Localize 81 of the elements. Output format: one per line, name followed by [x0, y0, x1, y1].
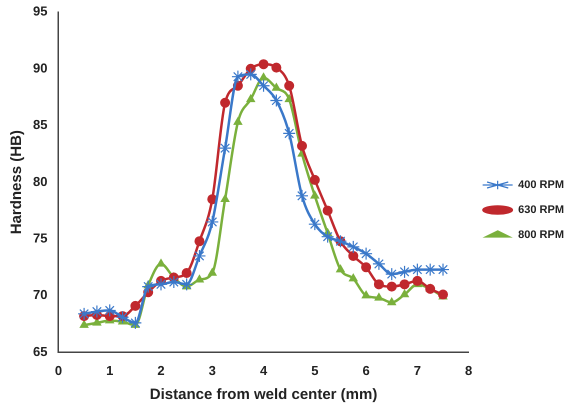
point	[220, 98, 230, 108]
point	[412, 276, 422, 286]
point	[180, 278, 194, 291]
point	[195, 274, 204, 283]
x-tick-label: 8	[465, 362, 472, 378]
point	[116, 310, 130, 324]
point	[80, 320, 88, 328]
point	[156, 258, 166, 267]
y-axis-title: Hardness (HB)	[8, 130, 26, 234]
point	[90, 304, 104, 318]
x-tick-label: 3	[208, 362, 216, 378]
point	[128, 316, 142, 330]
point	[256, 79, 270, 92]
point	[385, 268, 398, 281]
x-tick-label: 0	[54, 362, 62, 378]
point	[246, 94, 256, 102]
point	[182, 268, 192, 278]
x-tick-label: 2	[157, 362, 165, 378]
point	[258, 59, 269, 70]
point	[362, 290, 370, 298]
point	[218, 142, 232, 155]
point	[142, 280, 155, 294]
point	[400, 279, 410, 290]
y-tick-label: 80	[32, 174, 48, 189]
point	[322, 206, 333, 216]
point	[130, 300, 140, 311]
point	[346, 240, 360, 254]
x-axis-title: Distance from weld center (mm)	[150, 386, 378, 404]
point	[297, 140, 308, 151]
point	[387, 297, 396, 306]
x-tick-label: 6	[362, 362, 370, 378]
point	[234, 117, 242, 125]
point	[321, 230, 334, 244]
point	[167, 275, 180, 289]
point	[284, 80, 294, 91]
point	[424, 262, 437, 276]
point	[282, 126, 296, 140]
x-tick-label: 7	[414, 362, 421, 378]
legend-label: 400 RPM	[518, 179, 564, 192]
point	[208, 268, 217, 276]
y-tick-label: 90	[32, 60, 48, 76]
point	[259, 72, 268, 81]
point	[231, 70, 245, 84]
point	[272, 83, 281, 91]
point	[372, 257, 386, 270]
point	[361, 262, 372, 272]
point	[386, 282, 397, 292]
point	[398, 265, 412, 278]
point	[244, 68, 258, 82]
x-tick-label: 5	[311, 362, 318, 378]
point	[400, 290, 409, 298]
point	[436, 262, 450, 276]
point	[308, 218, 322, 231]
point	[194, 236, 204, 246]
point	[206, 215, 219, 229]
point	[348, 274, 358, 282]
point	[270, 94, 283, 108]
x-tick-label: 1	[106, 362, 114, 378]
point	[77, 307, 91, 320]
y-tick-label: 75	[32, 230, 48, 246]
point	[310, 190, 320, 199]
legend-label: 800 RPM	[518, 229, 564, 242]
y-tick-label: 70	[32, 287, 48, 302]
point	[336, 264, 345, 272]
point	[410, 262, 424, 276]
point	[374, 279, 384, 290]
point	[348, 250, 358, 261]
point	[220, 194, 230, 202]
point	[192, 249, 206, 263]
y-tick-label: 65	[32, 344, 48, 359]
point	[374, 292, 384, 301]
point	[295, 189, 309, 202]
point	[154, 278, 168, 291]
point	[310, 174, 320, 185]
legend-label: 630 RPM	[518, 204, 564, 216]
point	[360, 247, 373, 260]
y-tick-label: 95	[32, 4, 48, 19]
point	[103, 304, 116, 318]
point	[271, 62, 282, 73]
x-tick-label: 4	[260, 362, 268, 378]
y-tick-label: 85	[32, 117, 48, 132]
